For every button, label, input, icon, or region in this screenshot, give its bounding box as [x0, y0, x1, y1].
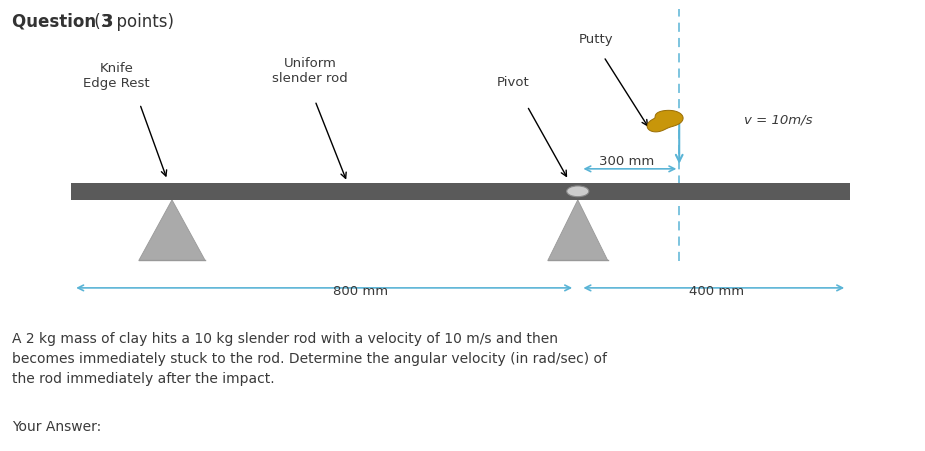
Text: A 2 kg mass of clay hits a 10 kg slender rod with a velocity of 10 m/s and then
: A 2 kg mass of clay hits a 10 kg slender… — [12, 331, 608, 385]
Text: Question 3: Question 3 — [12, 13, 114, 31]
Bar — [70, 184, 850, 200]
Polygon shape — [548, 200, 608, 261]
Text: 400 mm: 400 mm — [688, 284, 744, 297]
Polygon shape — [139, 200, 205, 261]
Text: Uniform
slender rod: Uniform slender rod — [273, 57, 348, 85]
Text: 300 mm: 300 mm — [599, 154, 654, 167]
Text: (3 points): (3 points) — [89, 13, 174, 31]
Text: Knife
Edge Rest: Knife Edge Rest — [83, 61, 150, 89]
Text: Your Answer:: Your Answer: — [12, 419, 102, 433]
Circle shape — [567, 187, 589, 197]
Text: v = 10m/s: v = 10m/s — [744, 114, 812, 127]
Text: Pivot: Pivot — [497, 76, 530, 88]
Polygon shape — [648, 111, 683, 133]
Text: 800 mm: 800 mm — [334, 284, 388, 297]
Text: Putty: Putty — [579, 33, 613, 46]
